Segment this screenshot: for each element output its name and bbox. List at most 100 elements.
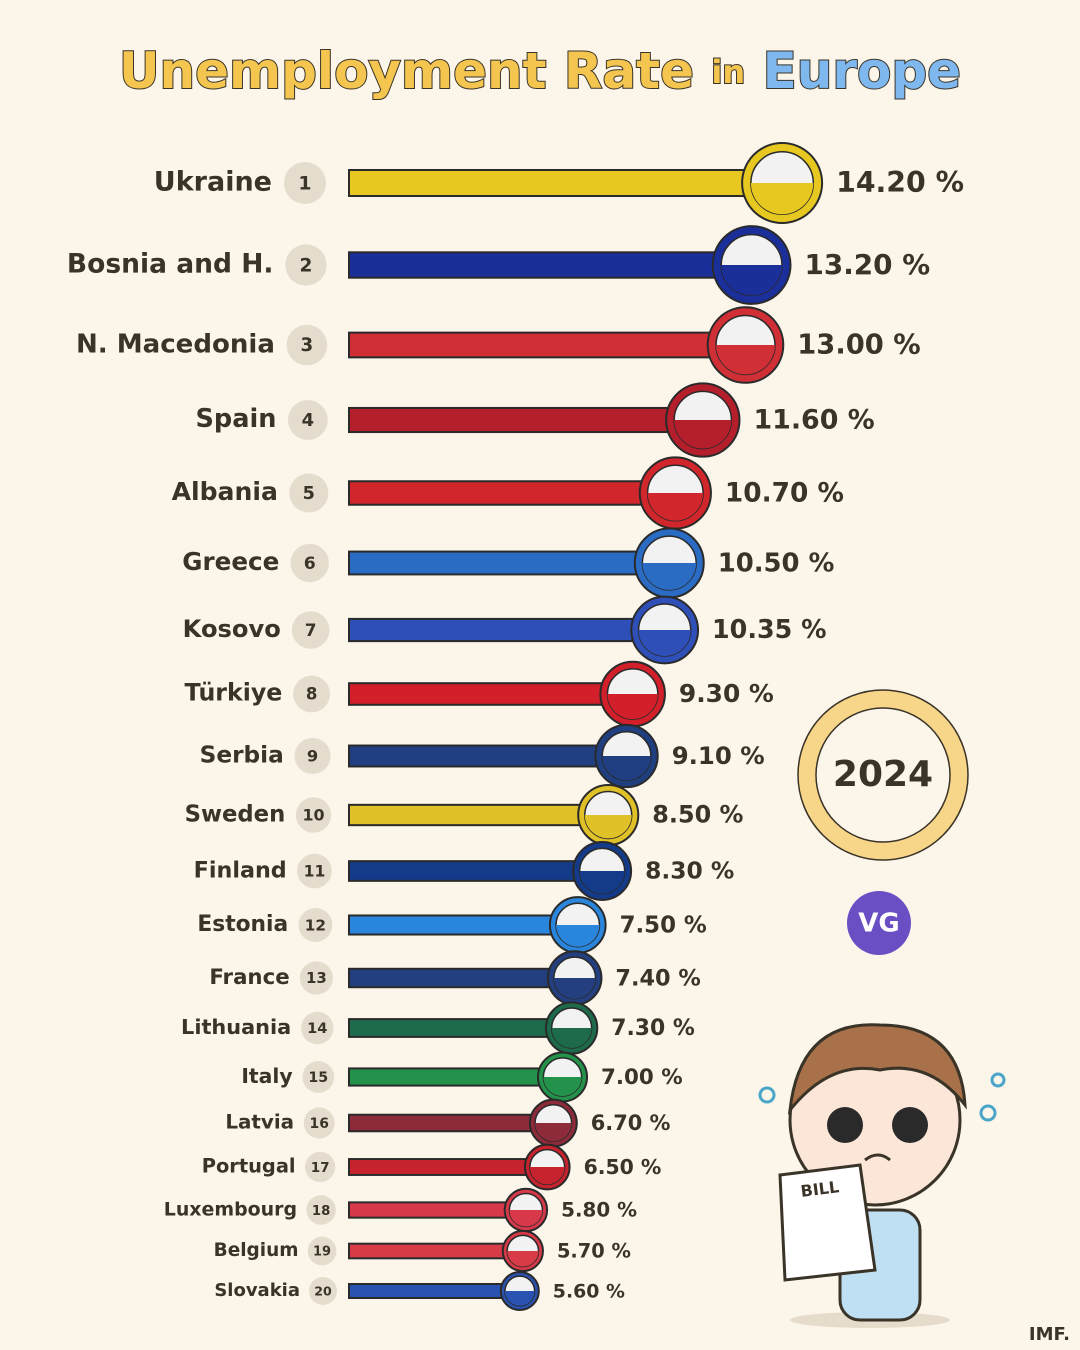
rank-badge — [301, 1011, 334, 1045]
rank-badge — [303, 1107, 335, 1139]
rank-label: 6 — [304, 554, 316, 574]
rank-badge — [284, 162, 326, 204]
bill-text: BILL — [800, 1177, 841, 1201]
rank-label: 20 — [314, 1284, 332, 1299]
mouth — [864, 1153, 891, 1162]
flag-half — [529, 1167, 565, 1185]
value-label: 8.30 % — [645, 857, 734, 885]
bar — [348, 1201, 527, 1219]
bar — [348, 550, 671, 576]
category-label: Greece — [182, 547, 279, 576]
rank-label: 3 — [301, 335, 314, 356]
rank-label: 4 — [302, 410, 314, 431]
year-ring-outline — [815, 707, 951, 843]
logo-circle — [847, 891, 911, 955]
flag-half — [579, 871, 625, 894]
rank-label: 11 — [304, 863, 326, 881]
value-label: 10.50 % — [718, 549, 835, 579]
value-label: 14.20 % — [836, 166, 964, 199]
value-label: 6.50 % — [584, 1155, 662, 1179]
flag-half — [750, 183, 814, 215]
bar — [348, 860, 604, 882]
rank-label: 8 — [306, 685, 318, 704]
flag-half — [674, 420, 732, 449]
rank-label: 16 — [310, 1116, 329, 1132]
year-badge: 2024 — [833, 754, 933, 795]
rank-badge — [294, 737, 331, 775]
bar — [348, 251, 753, 279]
bar — [348, 682, 634, 706]
flag-half — [642, 563, 697, 590]
rank-label: 5 — [303, 484, 315, 504]
category-label: Ukraine — [154, 167, 272, 198]
rank-label: 18 — [312, 1204, 330, 1219]
value-label: 13.00 % — [797, 330, 920, 361]
drop — [990, 1072, 1006, 1088]
title-part: Europe — [763, 42, 961, 100]
rank-label: 10 — [302, 806, 324, 825]
bar — [348, 914, 579, 936]
rank-badge — [286, 324, 328, 366]
value-label: 9.10 % — [672, 741, 765, 770]
bar — [348, 480, 677, 506]
flag-half — [721, 265, 782, 296]
rank-label: 2 — [299, 256, 312, 277]
rank-badge — [297, 853, 332, 889]
category-label: Estonia — [197, 912, 288, 937]
flag-half — [507, 1251, 539, 1267]
flag-half — [607, 694, 658, 720]
category-label: Lithuania — [181, 1015, 291, 1039]
rank-badge — [298, 908, 333, 942]
category-label: Latvia — [225, 1111, 294, 1134]
bar — [348, 744, 628, 768]
rank-badge — [285, 244, 327, 286]
category-label: Belgium — [214, 1240, 299, 1261]
category-label: Sweden — [185, 802, 286, 828]
flag-half — [647, 493, 704, 521]
bar — [348, 331, 747, 359]
eye — [892, 1107, 928, 1143]
flag-half — [509, 1210, 543, 1227]
bill-paper — [778, 1163, 877, 1282]
category-label: Serbia — [200, 742, 284, 769]
value-label: 11.60 % — [753, 405, 874, 436]
value-label: 7.30 % — [611, 1016, 695, 1041]
rank-label: 9 — [307, 747, 318, 766]
bar — [348, 406, 704, 434]
category-label: Portugal — [202, 1155, 296, 1178]
value-label: 5.80 % — [561, 1199, 637, 1222]
rank-badge — [293, 675, 331, 713]
rank-label: 17 — [311, 1160, 330, 1176]
rank-badge — [290, 543, 329, 583]
value-label: 13.20 % — [804, 248, 930, 281]
bar — [348, 1113, 555, 1133]
category-label: Italy — [241, 1064, 292, 1088]
rank-badge — [291, 611, 330, 649]
flag-half — [535, 1123, 572, 1142]
value-label: 6.70 % — [591, 1111, 671, 1135]
bar — [348, 1018, 573, 1038]
value-label: 9.30 % — [679, 679, 774, 708]
bar — [348, 1158, 549, 1176]
hair — [787, 1023, 967, 1115]
bar — [348, 1283, 521, 1299]
category-label: Bosnia and H. — [67, 249, 274, 280]
bar — [348, 169, 784, 197]
chart-title: Unemployment Rate in Europe — [119, 42, 961, 100]
value-label: 7.50 % — [620, 913, 707, 939]
drop — [758, 1086, 776, 1104]
category-label: Finland — [194, 858, 287, 884]
value-label: 10.35 % — [712, 614, 826, 644]
year-ring-outline — [797, 689, 969, 861]
value-label: 8.50 % — [652, 801, 743, 829]
bar — [348, 967, 576, 989]
flag-half — [543, 1077, 582, 1097]
rank-label: 15 — [308, 1070, 328, 1086]
eye — [827, 1107, 863, 1143]
category-label: Luxembourg — [164, 1199, 297, 1221]
category-label: Spain — [195, 404, 276, 434]
value-label: 7.00 % — [601, 1065, 683, 1090]
flag-half — [551, 1028, 592, 1048]
flag-half — [553, 978, 596, 999]
rank-label: 19 — [313, 1245, 331, 1260]
